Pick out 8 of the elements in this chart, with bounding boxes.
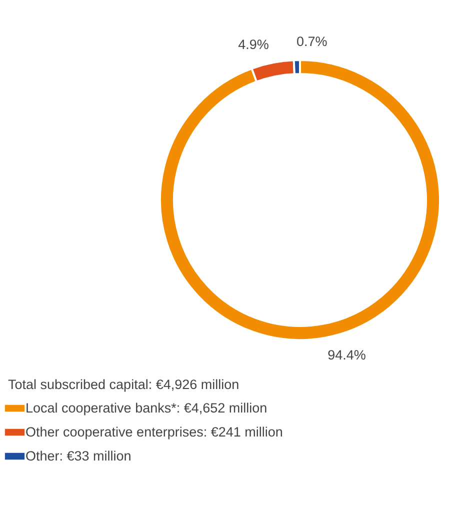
- legend-label: Other cooperative enterprises: €241 million: [26, 424, 283, 440]
- data-label: 0.7%: [296, 34, 328, 50]
- data-label: 4.9%: [238, 37, 269, 52]
- legend-title: Total subscribed capital: €4,926 million: [8, 377, 240, 392]
- donut-slice: [159, 59, 441, 341]
- legend-label: Other: €33 million: [26, 448, 132, 464]
- data-label: 94.4%: [328, 348, 366, 363]
- legend-label: Local cooperative banks*: €4,652 million: [26, 400, 268, 416]
